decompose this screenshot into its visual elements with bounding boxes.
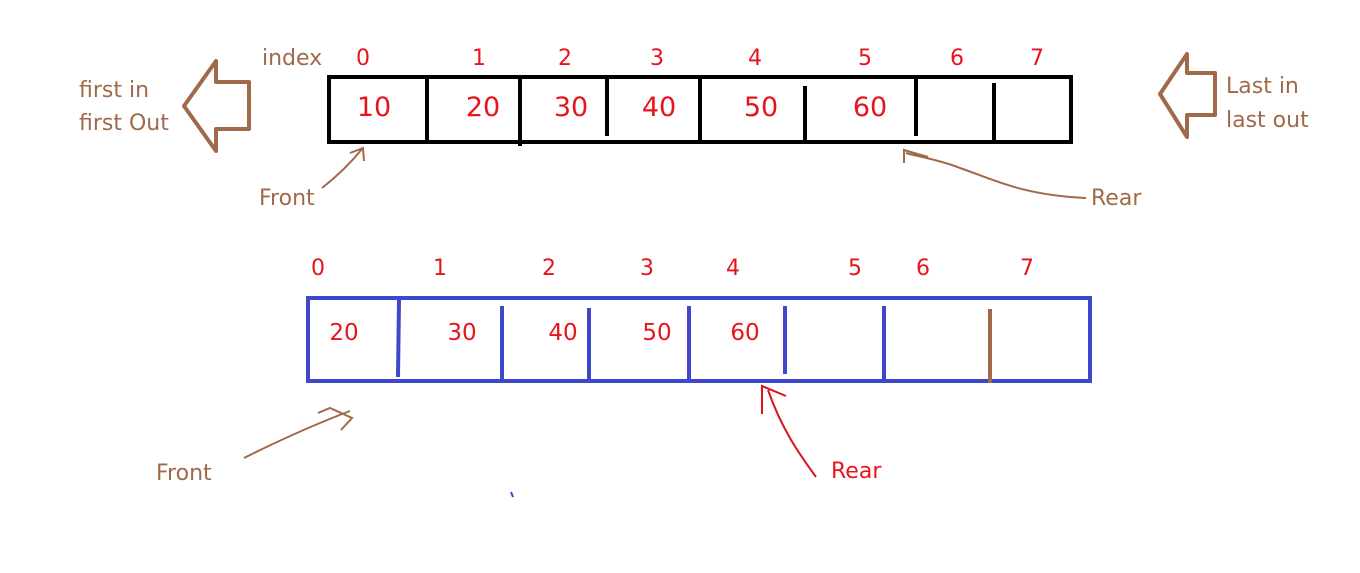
cell-value-4: 50 [744, 92, 778, 123]
index-label: index [262, 46, 322, 71]
queue-before-indices: 0 1 2 3 4 5 6 7 [356, 46, 1044, 71]
cell-value-3: 40 [642, 92, 676, 123]
cell-value-4: 60 [730, 320, 759, 346]
index-label-6: 6 [916, 256, 930, 281]
rear-pointer-arrow [761, 384, 817, 478]
index-label-5: 5 [858, 46, 872, 71]
right-note: Last in last out [1158, 52, 1309, 139]
front-label: Front [259, 186, 315, 211]
left-note-line1: first in [79, 78, 149, 103]
index-label-6: 6 [950, 46, 964, 71]
arrow-left-outline-icon [1158, 52, 1217, 139]
queue-before-box [327, 75, 1073, 144]
queue-after-values: 20 30 40 50 60 [329, 320, 759, 346]
right-note-line1: Last in [1226, 74, 1299, 99]
index-label-4: 4 [748, 46, 762, 71]
index-label-5: 5 [848, 256, 862, 281]
index-label-2: 2 [558, 46, 572, 71]
queue-after-box [306, 296, 1092, 383]
rear-label: Rear [1091, 186, 1142, 211]
index-label-1: 1 [472, 46, 486, 71]
rear-pointer-arrow [903, 148, 1087, 199]
front-pointer-arrow [321, 146, 365, 189]
cell-value-2: 40 [548, 320, 577, 346]
rear-label: Rear [831, 459, 882, 484]
queue-after-dividers [396, 299, 992, 383]
cell-value-1: 30 [447, 320, 476, 346]
cell-value-3: 50 [642, 320, 671, 346]
arrow-left-outline-icon [182, 59, 251, 153]
index-label-0: 0 [356, 46, 370, 71]
cell-value-1: 20 [466, 92, 500, 123]
cell-value-0: 20 [329, 320, 358, 346]
right-note-line2: last out [1226, 108, 1309, 133]
front-label: Front [156, 461, 212, 486]
cell-value-0: 10 [357, 92, 391, 123]
index-label-7: 7 [1020, 256, 1034, 281]
queue-before: index 0 1 2 3 4 5 6 7 10 20 30 40 50 60 Front Rear [259, 46, 1142, 211]
queue-after-indices: 0 1 2 3 4 5 6 7 [311, 256, 1034, 281]
left-note-line2: first Out [79, 111, 169, 136]
index-label-3: 3 [640, 256, 654, 281]
queue-before-values: 10 20 30 40 50 60 [357, 92, 887, 123]
index-label-1: 1 [433, 256, 447, 281]
queue-after: 0 1 2 3 4 5 6 7 20 30 40 50 60 Front Rear [156, 256, 1092, 498]
cell-value-5: 60 [853, 92, 887, 123]
index-label-4: 4 [726, 256, 740, 281]
queue-before-dividers [425, 79, 996, 146]
front-pointer-arrow [243, 406, 354, 459]
cell-divider-1 [396, 299, 401, 378]
stray-mark [510, 491, 514, 498]
index-label-3: 3 [650, 46, 664, 71]
index-label-7: 7 [1030, 46, 1044, 71]
cell-value-2: 30 [554, 92, 588, 123]
index-label-2: 2 [542, 256, 556, 281]
left-note: first in first Out [79, 59, 251, 153]
index-label-0: 0 [311, 256, 325, 281]
